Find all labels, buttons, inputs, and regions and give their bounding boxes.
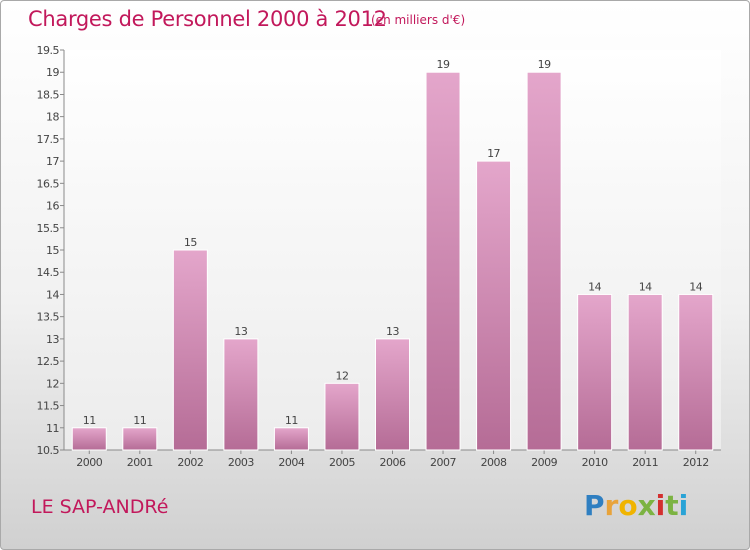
y-tick-label: 18 <box>46 111 59 124</box>
y-tick-label: 15.5 <box>37 222 60 235</box>
axes: 10.5 11 11.5 12 12.5 13 13.5 14 14.5 15 15.5 16 16.5… <box>37 44 721 469</box>
bar-2005 <box>324 382 360 451</box>
y-tick-label: 12.5 <box>37 355 60 368</box>
bar-value-label: 13 <box>234 325 247 338</box>
bar-2012 <box>678 293 714 451</box>
bar-2003 <box>223 338 259 451</box>
bar-2007 <box>425 71 461 451</box>
chart-title: Charges de Personnel 2000 à 2012 <box>28 7 387 31</box>
bar-2008 <box>476 160 512 451</box>
y-tick-label: 15 <box>46 244 59 257</box>
bar-2009 <box>526 71 562 451</box>
bar-2000 <box>71 427 107 451</box>
x-tick-label: 2003 <box>228 456 254 469</box>
x-tick-label: 2001 <box>127 456 153 469</box>
bar-value-label: 14 <box>689 280 702 293</box>
x-tick-label: 2010 <box>582 456 608 469</box>
bar-2006 <box>375 338 410 451</box>
bar-value-label: 19 <box>437 58 450 71</box>
y-tick-label: 10.5 <box>37 444 60 457</box>
x-tick-label: 2007 <box>430 456 456 469</box>
bar-2001 <box>122 427 158 451</box>
commune-name: LE SAP-ANDRé <box>31 496 169 518</box>
y-tick-label: 13.5 <box>37 311 60 324</box>
logo-letter: t <box>665 489 679 522</box>
y-tick-label: 18.5 <box>37 88 60 101</box>
bar-value-label: 11 <box>83 414 96 427</box>
bar-2004 <box>273 427 309 451</box>
y-tick-label: 17 <box>46 155 59 168</box>
logo-letter: o <box>618 489 638 522</box>
logo-letter: r <box>604 489 619 522</box>
y-tick-label: 12 <box>46 377 59 390</box>
y-tick-label: 16 <box>46 200 59 213</box>
x-tick-label: 2000 <box>76 456 102 469</box>
x-tick-label: 2005 <box>329 456 355 469</box>
bar-value-label: 15 <box>184 236 197 249</box>
y-tick-label: 13 <box>46 333 59 346</box>
bar-2011 <box>627 293 663 451</box>
bar-value-label: 19 <box>538 58 551 71</box>
proxiti-logo: Proxiti <box>584 489 694 525</box>
bar-value-label: 14 <box>588 280 601 293</box>
y-tick-label: 19.5 <box>37 44 60 57</box>
bar-2010 <box>577 293 613 451</box>
x-tick-label: 2002 <box>177 456 203 469</box>
bar-value-label: 11 <box>133 414 146 427</box>
bars-group: 11 11 15 13 11 12 13 19 17 19 14 14 14 <box>71 58 714 451</box>
y-tick-label: 19 <box>46 66 59 79</box>
logo-letter: i <box>678 489 689 522</box>
chart-unit: (en milliers d'€) <box>371 13 466 27</box>
logo-letter: x <box>637 489 656 522</box>
x-tick-label: 2009 <box>531 456 557 469</box>
y-tick-label: 16.5 <box>37 177 60 190</box>
x-tick-label: 2006 <box>380 456 406 469</box>
bar-value-label: 12 <box>335 369 348 382</box>
x-tick-label: 2011 <box>632 456 658 469</box>
y-tick-label: 17.5 <box>37 133 60 146</box>
x-tick-label: 2004 <box>278 456 304 469</box>
bar-value-label: 17 <box>487 147 500 160</box>
logo-letter: P <box>584 489 605 522</box>
bar-value-label: 13 <box>386 325 399 338</box>
y-tick-label: 14.5 <box>37 266 60 279</box>
y-tick-label: 14 <box>46 288 59 301</box>
x-tick-label: 2008 <box>481 456 507 469</box>
bar-2002 <box>172 249 208 451</box>
y-tick-label: 11 <box>46 422 59 435</box>
logo-letter: i <box>655 489 666 522</box>
bar-value-label: 14 <box>639 280 652 293</box>
x-tick-label: 2012 <box>683 456 709 469</box>
bar-value-label: 11 <box>285 414 298 427</box>
y-tick-label: 11.5 <box>37 400 60 413</box>
